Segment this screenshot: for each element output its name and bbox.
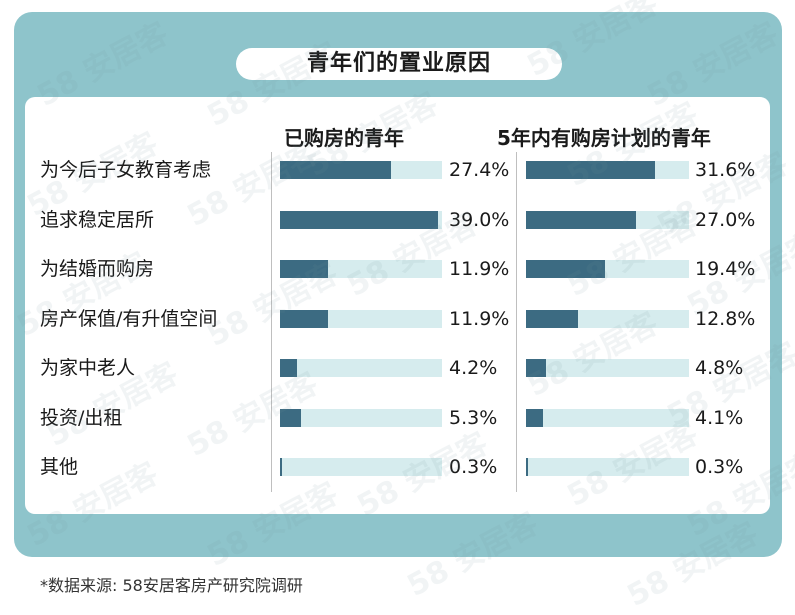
divider-right [516, 152, 517, 492]
footnote: *数据来源: 58安居客房产研究院调研 [40, 576, 303, 595]
value-label: 11.9% [449, 307, 510, 330]
value-label: 4.8% [695, 357, 744, 379]
value-label: 27.0% [695, 208, 756, 231]
bar-fill [526, 408, 543, 427]
bar-track [526, 359, 689, 377]
value-label: 4.2% [449, 357, 498, 379]
bar-track [280, 260, 442, 278]
bar-track [280, 161, 442, 179]
value-label: 39.0% [449, 208, 510, 231]
bar-fill [280, 458, 282, 476]
bar-track [280, 359, 442, 377]
bar-track [280, 458, 442, 476]
bar-fill [280, 309, 329, 328]
column-header-planning: 5年内有购房计划的青年 [497, 126, 711, 150]
bar-track [280, 210, 442, 229]
bar-fill [280, 408, 302, 427]
bar-track [526, 458, 689, 476]
category-label: 为今后子女教育考虑 [40, 159, 212, 181]
bar-track [526, 161, 689, 179]
title-pill [236, 48, 562, 80]
bar-track [280, 309, 442, 328]
bar-track [526, 309, 689, 328]
value-label: 19.4% [695, 258, 756, 280]
bar-fill [280, 161, 391, 179]
value-label: 0.3% [449, 456, 498, 478]
category-label: 投资/出租 [40, 406, 123, 429]
value-label: 5.3% [449, 406, 498, 429]
bar-fill [526, 309, 579, 328]
bar-track [526, 210, 689, 229]
bar-track [526, 408, 689, 427]
value-label: 27.4% [449, 159, 510, 181]
value-label: 0.3% [695, 456, 744, 478]
value-label: 31.6% [695, 159, 756, 181]
value-label: 4.1% [695, 406, 744, 429]
bar-fill [526, 458, 528, 476]
category-label: 为家中老人 [40, 357, 136, 379]
divider-left [271, 152, 272, 492]
chart-title: 青年们的置业原因 [306, 51, 491, 76]
bar-fill [280, 210, 438, 229]
value-label: 12.8% [695, 307, 756, 330]
category-label: 其他 [40, 456, 79, 478]
bar-track [526, 260, 689, 278]
value-label: 11.9% [449, 258, 510, 280]
bar-track [280, 408, 442, 427]
category-label: 追求稳定居所 [40, 208, 155, 231]
bar-fill [526, 210, 637, 229]
column-header-purchased: 已购房的青年 [284, 126, 404, 150]
bar-fill [280, 359, 297, 377]
category-label: 为结婚而购房 [40, 258, 155, 280]
category-label: 房产保值/有升值空间 [40, 307, 218, 330]
bar-fill [526, 359, 546, 377]
bar-fill [526, 260, 606, 278]
bar-fill [280, 260, 329, 278]
bar-fill [526, 161, 655, 179]
